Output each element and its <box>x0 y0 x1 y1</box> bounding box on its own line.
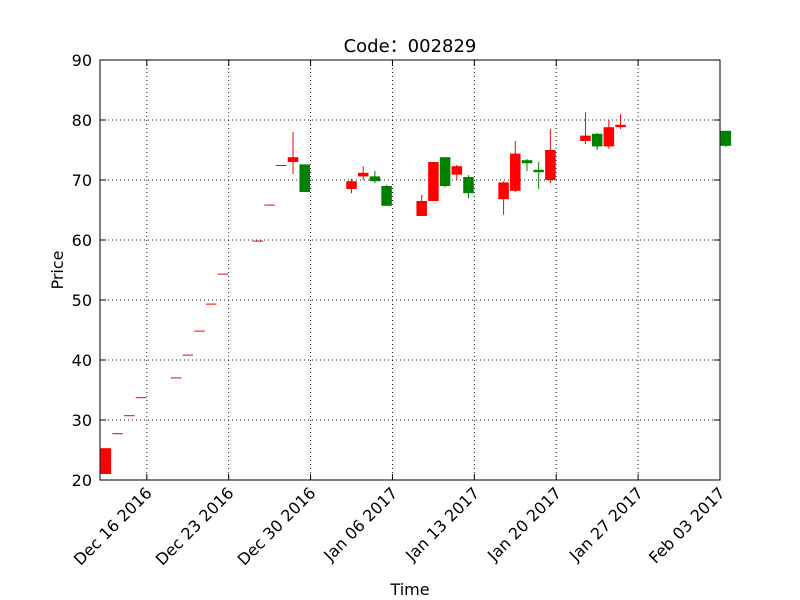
x-axis-label: Time <box>389 580 429 599</box>
candle-body <box>357 172 369 177</box>
candle-body <box>533 169 544 173</box>
x-tick-label: Dec 23 2016 <box>152 483 238 569</box>
candle <box>264 204 275 206</box>
candle <box>112 433 123 435</box>
candle-body <box>194 330 205 332</box>
candle <box>357 166 369 180</box>
candle <box>170 377 182 379</box>
candle-body <box>182 354 193 356</box>
candle-body <box>170 377 182 379</box>
candle-body <box>276 165 287 166</box>
candle-body <box>299 164 310 192</box>
candle <box>299 164 310 192</box>
candle-body <box>451 166 463 175</box>
y-tick-label: 70 <box>72 171 92 190</box>
x-tick-label: Jan 27 2017 <box>565 483 647 565</box>
y-tick-label: 90 <box>72 51 92 70</box>
candle-body <box>498 182 509 200</box>
candle-body <box>135 397 147 399</box>
candle <box>252 240 264 242</box>
candle <box>205 303 217 305</box>
candle <box>428 162 439 201</box>
grid-lines <box>100 60 721 480</box>
x-tick-label: Jan 06 2017 <box>319 483 401 565</box>
candle <box>603 120 615 149</box>
y-tick-label: 30 <box>72 411 92 430</box>
candle-body <box>510 153 521 191</box>
candle-body <box>545 150 556 180</box>
candle <box>439 157 451 188</box>
x-tick-label: Dec 16 2016 <box>70 483 156 569</box>
candle <box>123 415 135 417</box>
candle <box>498 181 509 215</box>
x-tick-label: Feb 03 2017 <box>645 483 729 567</box>
candle-body <box>123 415 135 417</box>
x-tick-label: Jan 20 2017 <box>483 483 565 565</box>
candle-body <box>217 273 229 275</box>
candles <box>100 112 732 474</box>
candle <box>533 162 544 189</box>
candle-body <box>615 124 626 128</box>
candle <box>615 114 626 129</box>
candle-body <box>287 157 299 162</box>
candle <box>346 178 357 194</box>
candle <box>194 330 205 332</box>
candle <box>591 133 603 150</box>
y-tick-label: 20 <box>72 471 92 490</box>
candle-body <box>100 448 112 474</box>
candle-body <box>369 176 381 182</box>
candle <box>381 184 392 206</box>
y-tick-label: 40 <box>72 351 92 370</box>
candle-body <box>112 433 123 435</box>
candle-body <box>603 127 615 147</box>
y-tick-label: 50 <box>72 291 92 310</box>
y-axis-ticks: 20 30 40 50 60 70 80 90 <box>72 51 720 490</box>
candle <box>217 273 229 275</box>
candle-body <box>252 240 264 242</box>
candle <box>369 171 381 183</box>
candle-body <box>346 181 357 189</box>
candle <box>182 354 193 356</box>
chart-title: Code：002829 <box>344 36 477 57</box>
candle <box>510 141 521 192</box>
candle <box>287 132 299 174</box>
plot-frame <box>99 59 721 481</box>
candle <box>545 129 556 183</box>
candle <box>580 112 591 144</box>
candle <box>276 165 287 166</box>
candle-body <box>439 157 451 186</box>
candle <box>451 165 463 180</box>
candle <box>463 175 474 198</box>
candle <box>521 159 533 171</box>
candle-body <box>521 160 533 164</box>
candle-body <box>580 135 591 141</box>
candle-body <box>463 177 474 194</box>
candle-body <box>205 303 217 305</box>
candle-body <box>591 133 603 147</box>
y-tick-label: 60 <box>72 231 92 250</box>
candle-body <box>720 130 732 146</box>
candle-body <box>264 204 275 206</box>
y-axis-label: Price <box>48 250 67 289</box>
candle-body <box>416 201 427 216</box>
candle <box>416 195 427 216</box>
candle <box>100 448 112 474</box>
candle <box>135 397 147 399</box>
candle-body <box>428 162 439 201</box>
candle <box>720 130 732 147</box>
x-tick-label: Jan 13 2017 <box>401 483 483 565</box>
y-tick-label: 80 <box>72 111 92 130</box>
candle-body <box>381 186 392 206</box>
x-tick-label: Dec 30 2016 <box>234 483 320 569</box>
